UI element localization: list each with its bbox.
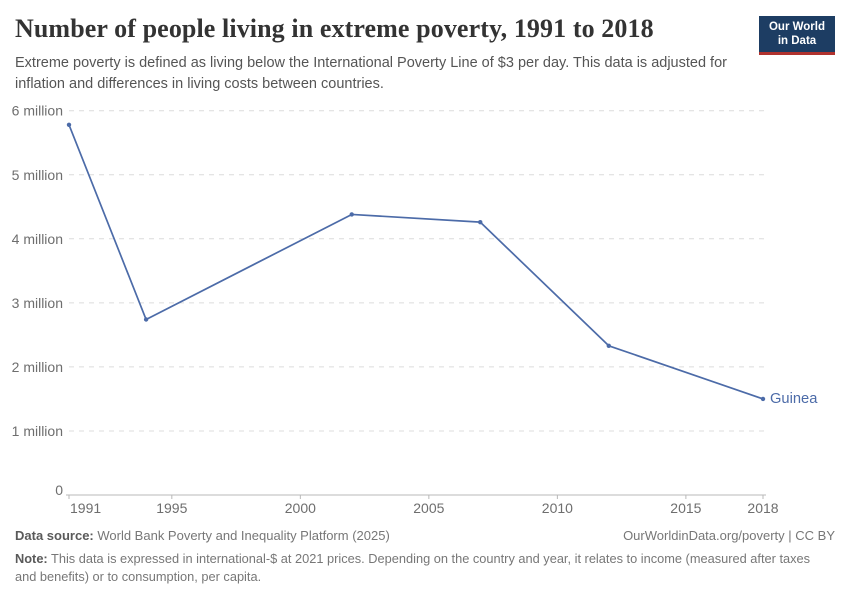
x-tick-label: 2018: [747, 500, 778, 516]
footer-note: Note: This data is expressed in internat…: [15, 550, 820, 586]
data-source-text: World Bank Poverty and Inequality Platfo…: [93, 528, 390, 543]
data-point[interactable]: [143, 317, 149, 322]
note-text: This data is expressed in international-…: [15, 551, 811, 584]
data-point[interactable]: [478, 219, 483, 225]
data-source-label: Data source:: [15, 528, 94, 543]
x-tick-label: 2000: [285, 500, 316, 516]
y-tick-label: 2 million: [12, 359, 63, 375]
page-title: Number of people living in extreme pover…: [15, 14, 654, 43]
y-tick-label: 0: [55, 482, 63, 498]
note-label: Note:: [15, 551, 48, 566]
data-point[interactable]: [606, 343, 611, 348]
owid-logo-line1: Our World: [768, 21, 825, 33]
owid-logo-line2: in Data: [777, 35, 817, 48]
y-tick-label: 6 million: [12, 103, 63, 119]
data-point[interactable]: [349, 212, 354, 217]
data-source: Data source: World Bank Poverty and Ineq…: [15, 528, 390, 543]
y-tick-label: 3 million: [12, 295, 63, 311]
x-tick-label: 1991: [70, 500, 101, 516]
owid-cc-by-link[interactable]: OurWorldinData.org/poverty | CC BY: [623, 528, 835, 543]
line-chart[interactable]: 0 1 million 2 million 3 million 4 million 5 m…: [0, 95, 850, 527]
y-tick-label: 5 million: [12, 167, 63, 183]
footer-source-row: Data source: World Bank Poverty and Ineq…: [15, 528, 835, 543]
chart-header: Number of people living in extreme pover…: [15, 14, 835, 95]
series-line[interactable]: [68, 123, 764, 400]
owid-logo[interactable]: Our World in Data: [759, 16, 835, 55]
owid-logo-box: Our World in Data: [759, 16, 835, 52]
x-tick-label: 2010: [542, 500, 573, 516]
x-tick-label: 1995: [156, 500, 187, 516]
x-tick-label: 2015: [670, 500, 701, 516]
chart-subtitle: Extreme poverty is defined as living bel…: [15, 54, 727, 92]
data-point[interactable]: [760, 396, 766, 402]
owid-logo-red-bar: [759, 51, 835, 55]
y-tick-label: 1 million: [12, 423, 63, 439]
x-tick-label: 2005: [413, 500, 444, 516]
y-tick-label: 4 million: [12, 231, 63, 247]
chart-footer: Data source: World Bank Poverty and Ineq…: [15, 528, 835, 586]
series-end-label[interactable]: Guinea: [770, 391, 818, 407]
data-point[interactable]: [66, 122, 72, 127]
